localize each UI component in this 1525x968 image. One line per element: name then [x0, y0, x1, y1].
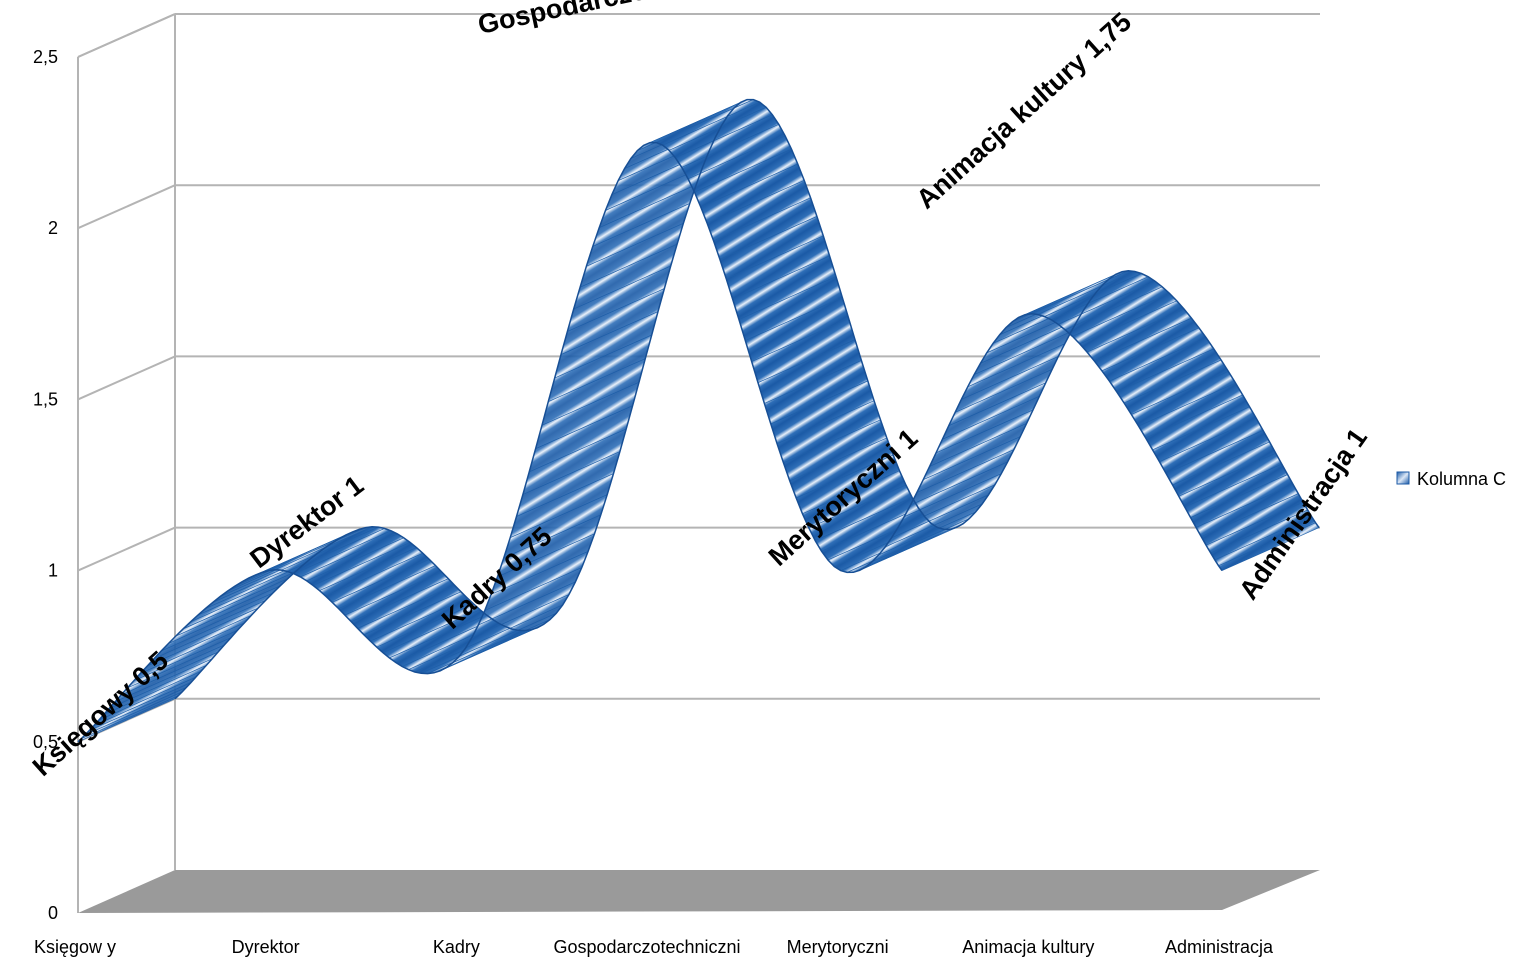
side-gridline — [78, 185, 175, 228]
side-gridline — [78, 14, 175, 57]
y-tick-label: 2 — [48, 218, 58, 238]
legend-swatch — [1397, 472, 1409, 484]
x-axis: Księgow y Dyrektor Kadry Gospodarczotechnic… — [34, 937, 1274, 957]
x-tick-label: Księgow y — [34, 937, 116, 957]
y-tick-label: 1 — [48, 561, 58, 581]
side-gridline — [78, 528, 175, 571]
x-tick-label: Kadry — [433, 937, 480, 957]
series-ribbon — [78, 100, 1319, 742]
x-tick-label: Dyrektor — [232, 937, 300, 957]
x-tick-label: Gospodarczotechniczni — [553, 937, 740, 957]
legend: Kolumna C — [1397, 469, 1506, 489]
data-label: Księgowy 0,5 — [27, 645, 174, 782]
data-label: Animacja kultury 1,75 — [911, 7, 1137, 215]
x-tick-label: Administracja — [1165, 937, 1274, 957]
plot-floor — [78, 870, 1320, 913]
y-axis: 00,511,522,5 — [33, 47, 58, 923]
floor-plane — [78, 870, 1320, 913]
side-gridline — [78, 356, 175, 399]
x-tick-label: Animacja kultury — [962, 937, 1094, 957]
legend-label: Kolumna C — [1417, 469, 1506, 489]
x-tick-label: Merytoryczni — [787, 937, 889, 957]
y-tick-label: 1,5 — [33, 389, 58, 409]
y-tick-label: 0 — [48, 903, 58, 923]
data-label: Gospodarczotechniczni 2,25 — [475, 0, 838, 40]
y-tick-label: 2,5 — [33, 47, 58, 67]
